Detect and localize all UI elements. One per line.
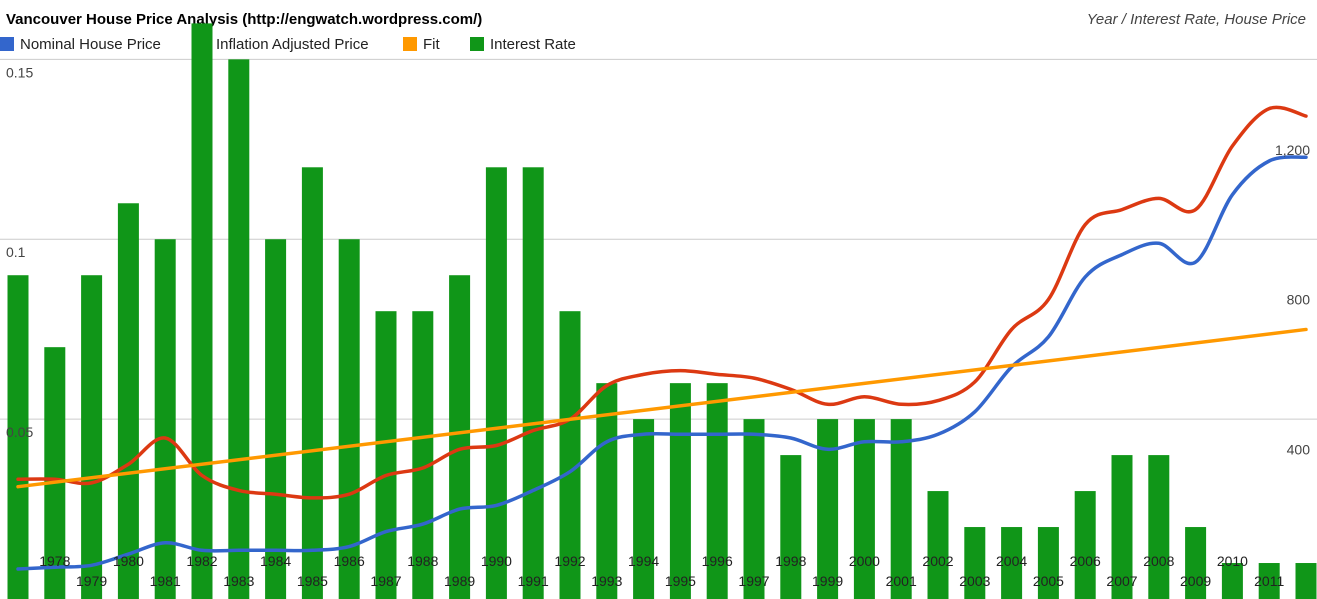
x-tick-label: 1987 — [370, 573, 401, 589]
bar-interest-rate-2001 — [890, 419, 912, 599]
bar-interest-rate-2006 — [1074, 491, 1096, 599]
bar-interest-rate-1981 — [154, 239, 176, 599]
legend-label-interest-rate: Interest Rate — [490, 36, 576, 53]
x-tick-label: 1988 — [407, 553, 438, 569]
bar-interest-rate-1999 — [817, 419, 839, 599]
bar-interest-rate-1979 — [81, 275, 103, 599]
legend-swatch-interest-rate — [470, 37, 484, 51]
bar-interest-rate-1980 — [117, 203, 139, 599]
bar-interest-rate-1991 — [522, 167, 544, 599]
right-axis: 400 800 1,200 — [1275, 142, 1310, 458]
x-tick-label: 1993 — [591, 573, 622, 589]
x-tick-label: 2011 — [1254, 573, 1284, 589]
x-tick-label: 1985 — [297, 573, 328, 589]
x-tick-label: 2009 — [1180, 573, 1211, 589]
chart-title: Vancouver House Price Analysis (http://e… — [6, 11, 482, 28]
bar-interest-rate-1996 — [706, 383, 728, 599]
legend-label-inflation-adjusted-price: Inflation Adjusted Price — [216, 36, 369, 53]
bar-interest-rate-1982 — [191, 23, 213, 599]
bar-interest-rate-1977 — [7, 275, 29, 599]
x-tick-label: 2006 — [1070, 553, 1101, 569]
bar-interest-rate-1987 — [375, 311, 397, 599]
x-tick-label: 1981 — [150, 573, 181, 589]
x-tick-label: 2007 — [1106, 573, 1137, 589]
bar-interest-rate-2004 — [1001, 527, 1023, 599]
bar-interest-rate-1998 — [780, 455, 802, 599]
x-tick-label: 2008 — [1143, 553, 1174, 569]
x-axis: 1978 1979 1980 1981 1982 1983 1984 1985 1986 1987… — [39, 553, 1284, 589]
x-tick-label: 1995 — [665, 573, 696, 589]
x-tick-label: 2002 — [922, 553, 953, 569]
x-tick-label: 1997 — [738, 573, 769, 589]
gridlines — [0, 58, 1317, 420]
right-tick-label: 1,200 — [1275, 142, 1310, 158]
x-tick-label: 2004 — [996, 553, 1027, 569]
line-inflation-adjusted-price — [16, 105, 1308, 500]
legend-label-nominal-house-price: Nominal House Price — [20, 36, 161, 53]
x-tick-label: 1986 — [334, 553, 365, 569]
x-tick-label: 1999 — [812, 573, 843, 589]
line-nominal-house-price — [16, 155, 1308, 571]
bar-interest-rate-2000 — [853, 419, 875, 599]
bar-interest-rate-1989 — [449, 275, 471, 599]
x-tick-label: 1996 — [702, 553, 733, 569]
x-tick-label: 1980 — [113, 553, 144, 569]
bar-interest-rate-2007 — [1111, 455, 1133, 599]
right-tick-label: 800 — [1287, 292, 1311, 308]
legend-swatch-nominal-house-price — [0, 37, 14, 51]
x-tick-label: 1979 — [76, 573, 107, 589]
axis-titles: Year / Interest Rate, House Price — [1087, 11, 1306, 28]
x-tick-label: 2000 — [849, 553, 880, 569]
bar-interest-rate-2011 — [1258, 563, 1280, 599]
left-tick-label: 0.15 — [6, 64, 33, 80]
line-fit — [16, 327, 1308, 489]
bar-interest-rate-1993 — [596, 383, 618, 599]
bar-interest-rate-2002 — [927, 491, 949, 599]
bar-interest-rate-2003 — [964, 527, 986, 599]
bar-interest-rate-1986 — [338, 239, 360, 599]
bar-interest-rate-1994 — [633, 419, 655, 599]
bar-interest-rate-2009 — [1185, 527, 1207, 599]
left-tick-label: 0.05 — [6, 424, 33, 440]
right-tick-label: 400 — [1287, 441, 1311, 457]
x-tick-label: 1998 — [775, 553, 806, 569]
bar-interest-rate-1990 — [485, 167, 507, 599]
x-tick-label: 1991 — [518, 573, 549, 589]
x-tick-label: 1978 — [39, 553, 70, 569]
bar-interest-rate-1985 — [301, 167, 323, 599]
x-tick-label: 1983 — [223, 573, 254, 589]
x-tick-label: 2005 — [1033, 573, 1064, 589]
bar-interest-rate-2012 — [1295, 563, 1317, 599]
bar-interest-rate-1978 — [44, 347, 66, 599]
x-tick-label: 2003 — [959, 573, 990, 589]
x-tick-label: 1984 — [260, 553, 291, 569]
bar-interest-rate-1995 — [669, 383, 691, 599]
x-tick-label: 1990 — [481, 553, 512, 569]
x-tick-label: 2001 — [886, 573, 917, 589]
interest-rate-bars — [7, 23, 1317, 599]
x-tick-label: 1994 — [628, 553, 659, 569]
x-tick-label: 1992 — [554, 553, 585, 569]
x-tick-label: 1989 — [444, 573, 475, 589]
bar-interest-rate-1983 — [228, 59, 250, 599]
x-tick-label: 2010 — [1217, 553, 1248, 569]
left-tick-label: 0.1 — [6, 244, 26, 260]
x-tick-label: 1982 — [186, 553, 217, 569]
price-lines — [16, 105, 1308, 571]
legend-label-fit: Fit — [423, 36, 440, 53]
legend-swatch-fit — [403, 37, 417, 51]
bar-interest-rate-2008 — [1148, 455, 1170, 599]
bar-interest-rate-1984 — [265, 239, 287, 599]
left-axis: 0.05 0.1 0.15 — [6, 64, 33, 440]
bar-interest-rate-2010 — [1221, 563, 1243, 599]
bar-interest-rate-1997 — [743, 419, 765, 599]
bar-interest-rate-2005 — [1037, 527, 1059, 599]
legend: Nominal House Price Inflation Adjusted Pr… — [0, 36, 576, 53]
bar-interest-rate-1992 — [559, 311, 581, 599]
